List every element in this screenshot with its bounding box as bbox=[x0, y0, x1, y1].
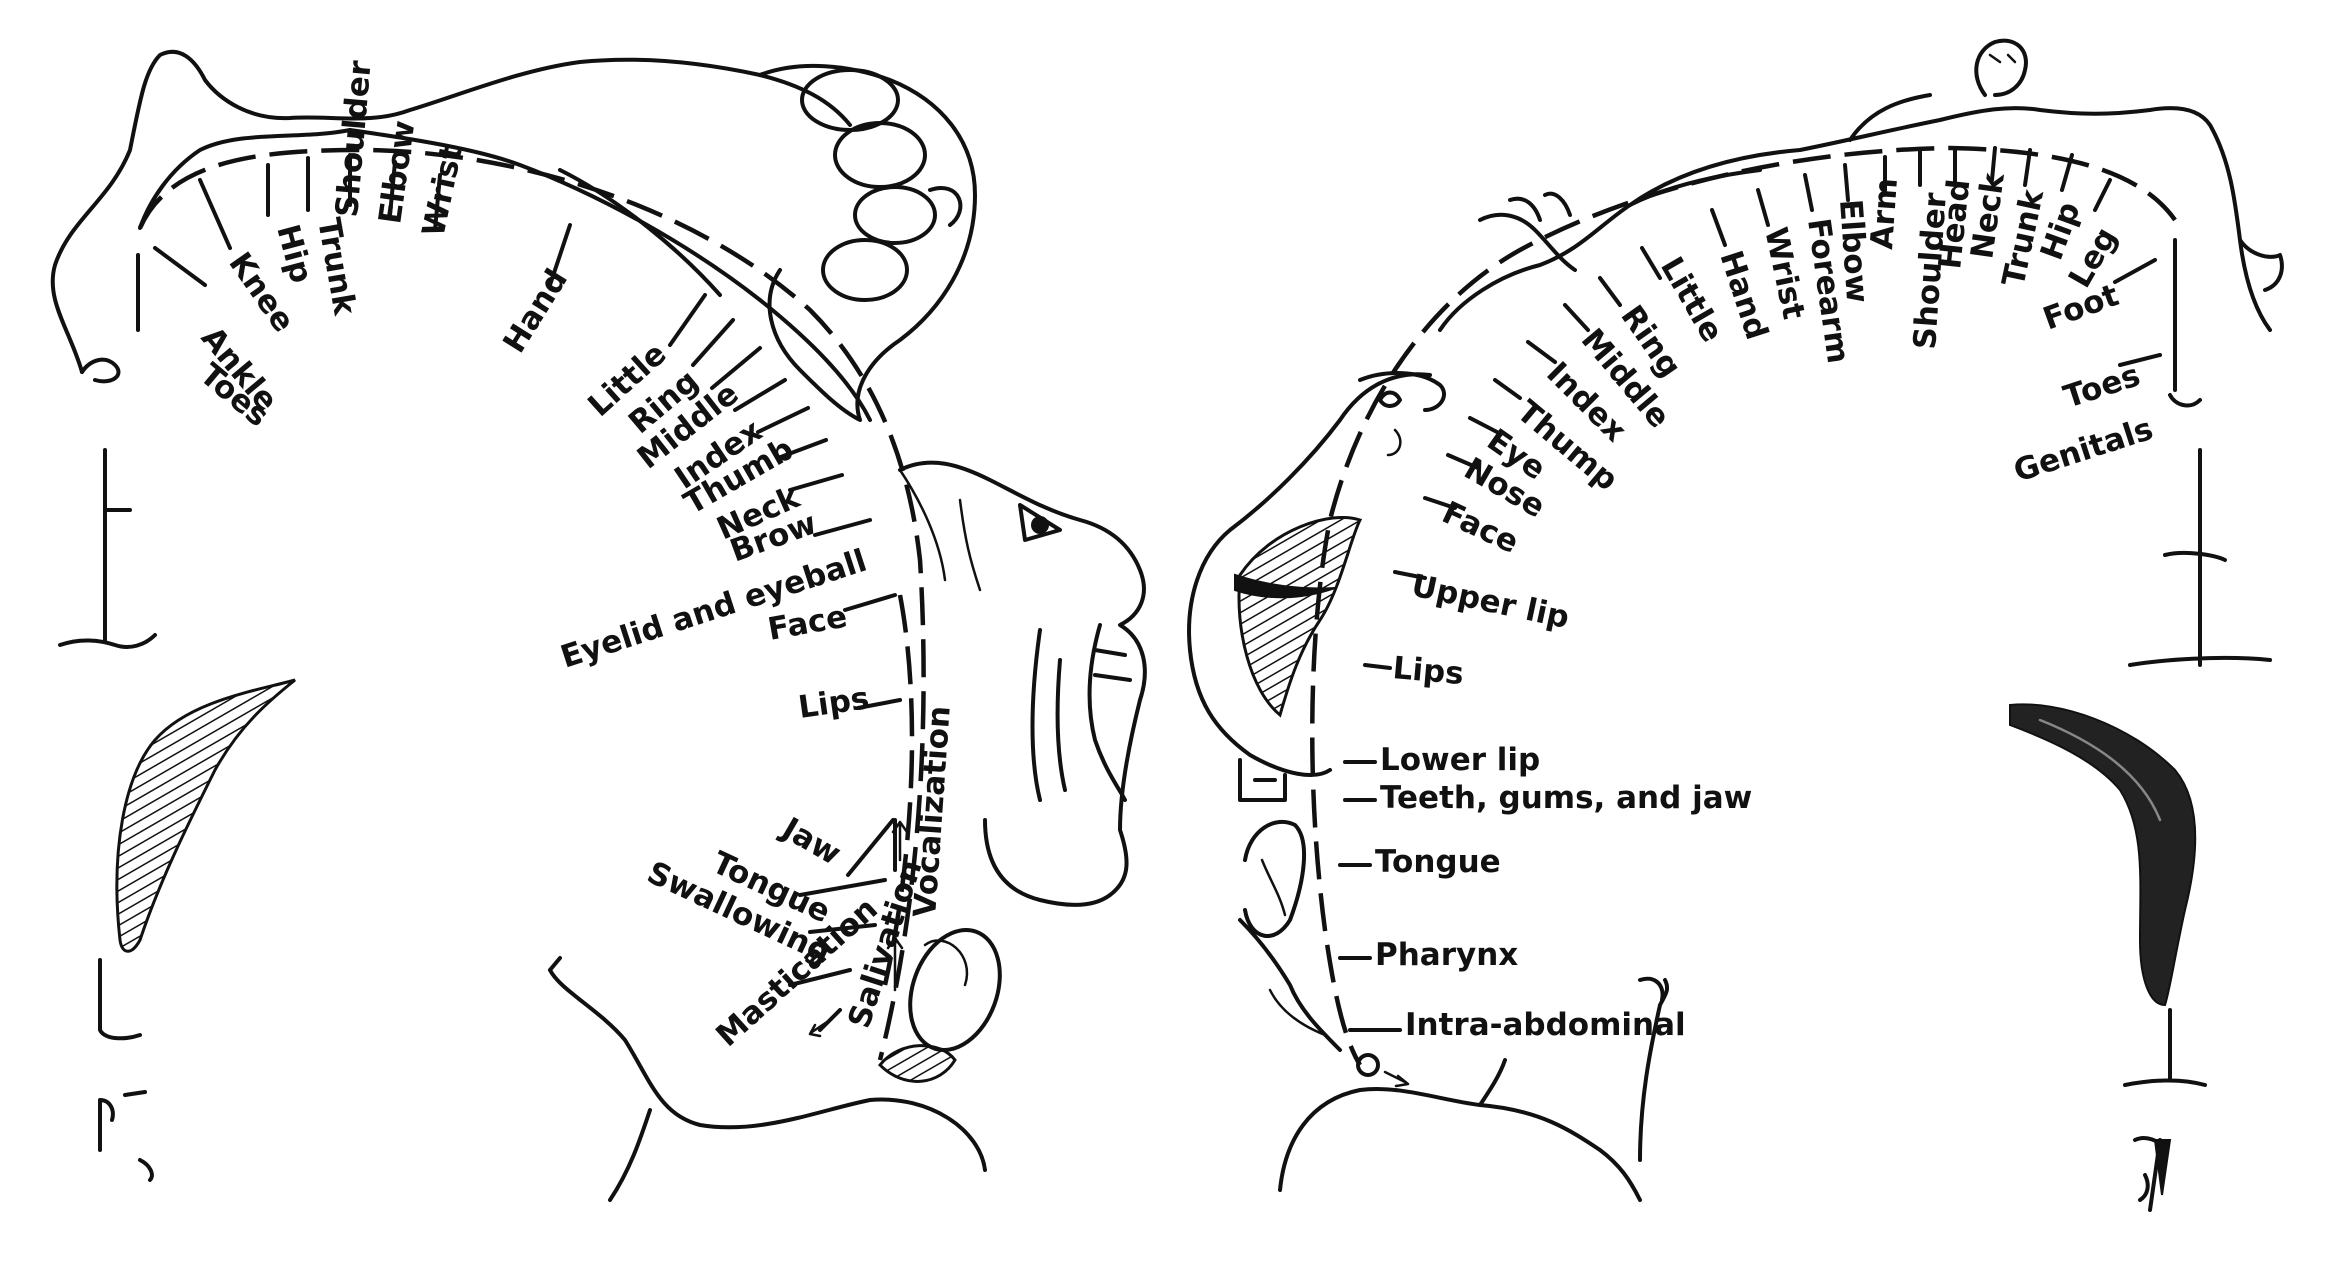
sensory-label-lower-lip: Lower lip bbox=[1380, 742, 1540, 778]
sensory-body-figure bbox=[1438, 106, 2272, 332]
sensory-labels: Genitals Toes Foot Leg Hip Trunk Neck He… bbox=[1375, 170, 2157, 1043]
motor-side-mark-4 bbox=[98, 1090, 154, 1182]
sensory-label-intra-abdominal: Intra-abdominal bbox=[1405, 1007, 1686, 1043]
sensory-ticks bbox=[1338, 146, 2162, 1032]
sensory-mouth-line bbox=[1234, 573, 1336, 599]
motor-label-lips: Lips bbox=[796, 680, 871, 726]
motor-side-mark-2 bbox=[115, 678, 296, 953]
motor-label-hand: Hand bbox=[496, 263, 575, 359]
sensory-head bbox=[1974, 38, 2028, 97]
sensory-side-mark-2 bbox=[2009, 703, 2197, 1007]
motor-label-wrist: Wrist bbox=[416, 141, 471, 239]
sensory-pharynx bbox=[1238, 918, 1342, 1052]
motor-inner-arc bbox=[882, 594, 915, 986]
motor-shoulder-outline bbox=[548, 968, 987, 1172]
motor-label-jaw: Jaw bbox=[774, 810, 847, 873]
motor-body-figure bbox=[50, 49, 852, 374]
motor-cortex-arc bbox=[137, 147, 926, 1061]
motor-side-mark-3 bbox=[98, 958, 142, 1041]
motor-ear bbox=[908, 927, 1002, 1053]
motor-hand-fist bbox=[758, 63, 977, 422]
sensory-teeth bbox=[1238, 758, 1287, 802]
motor-label-trunk: Trunk bbox=[310, 215, 363, 319]
motor-label-shoulder: Shoulder bbox=[329, 59, 379, 219]
motor-ticks bbox=[136, 153, 902, 1032]
sensory-homunculus: Genitals Toes Foot Leg Hip Trunk Neck He… bbox=[1187, 38, 2284, 1212]
motor-homunculus: Toes Ankle Knee Hip Trunk Shoulder Elbow… bbox=[50, 49, 1147, 1202]
sensory-label-elbow: Elbow bbox=[1832, 198, 1875, 304]
sensory-label-toes: Toes bbox=[2059, 357, 2144, 415]
sensory-label-genitals: Genitals bbox=[2009, 411, 2157, 490]
motor-label-vocalization: Vocalization bbox=[907, 705, 958, 919]
sensory-label-teeth: Teeth, gums, and jaw bbox=[1380, 780, 1752, 816]
sensory-label-pharynx: Pharynx bbox=[1375, 937, 1518, 973]
sensory-shoulder-outline bbox=[1278, 1087, 1642, 1202]
sensory-face-profile bbox=[1187, 372, 1432, 777]
sensory-side-mark-3 bbox=[2123, 1008, 2207, 1087]
sensory-label-upper-lip: Upper lip bbox=[1408, 568, 1572, 637]
sensory-tongue bbox=[1243, 819, 1306, 938]
sensory-label-shoulder: Shoulder bbox=[1907, 191, 1954, 351]
sensory-side-mark-1 bbox=[2128, 448, 2272, 667]
motor-face bbox=[898, 460, 1147, 907]
sensory-cortex-arc bbox=[1310, 145, 2177, 1067]
sensory-label-lips: Lips bbox=[1391, 650, 1465, 692]
sensory-label-arm: Arm bbox=[1864, 177, 1905, 251]
sensory-lips bbox=[1237, 515, 1363, 718]
motor-side-mark-1 bbox=[58, 448, 157, 649]
sensory-label-tongue: Tongue bbox=[1375, 844, 1501, 880]
